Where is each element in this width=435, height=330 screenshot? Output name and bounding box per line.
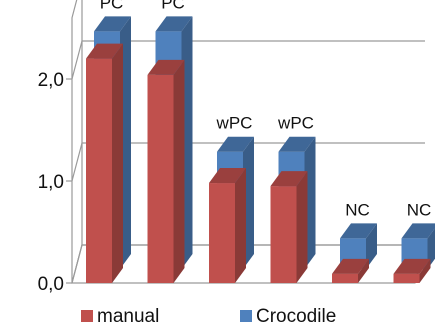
bar-manual [270, 171, 308, 283]
bar-manual [393, 258, 431, 283]
side-wall [71, 0, 83, 284]
legend-label: manual [97, 306, 159, 327]
data-label: PC [161, 0, 185, 12]
data-label: wPC [216, 114, 253, 133]
data-label: wPC [277, 114, 314, 133]
data-labels: PC PC wPC wPC NC NC [100, 0, 432, 219]
gridline [71, 40, 425, 80]
bars [86, 16, 435, 283]
bar-manual [86, 43, 123, 283]
data-label: NC [345, 200, 370, 219]
y-tick-label: 1,0 [38, 172, 64, 193]
legend-label: Crocodile [256, 306, 336, 327]
data-label: NC [407, 200, 432, 219]
y-axis: 0,0 1,0 2,0 [38, 70, 72, 295]
y-tick-label: 0,0 [38, 274, 64, 295]
legend-swatch [81, 310, 93, 322]
y-tick-label: 2,0 [38, 70, 64, 91]
legend: manual Crocodile [81, 306, 336, 327]
data-label: PC [100, 0, 124, 12]
bar-manual [147, 59, 185, 283]
bar-manual [332, 258, 369, 283]
legend-swatch [240, 310, 252, 322]
bar-manual [209, 168, 246, 283]
